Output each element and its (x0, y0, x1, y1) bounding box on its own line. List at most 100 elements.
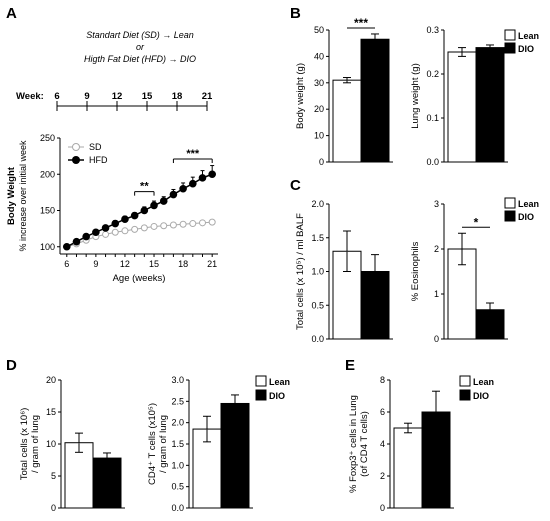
y-tick-label: 0 (434, 334, 439, 344)
y-tick-label: 100 (40, 242, 55, 252)
legend-lean-swatch (255, 375, 267, 387)
bar-dio (220, 402, 250, 509)
point-hfd (208, 170, 216, 179)
significance-label: * (474, 215, 479, 229)
point-hfd (72, 237, 81, 246)
x-axis-label: Age (weeks) (113, 273, 166, 284)
y-tick-label: 2 (434, 244, 439, 254)
bar-lean (393, 427, 423, 509)
y-tick-label: 0.1 (426, 113, 439, 123)
point-hfd (188, 179, 197, 188)
point-hfd (101, 224, 110, 232)
y-tick-label: 200 (40, 169, 55, 179)
scheme-week-text: 18 (172, 91, 183, 102)
scheme-week-label: Week: (16, 91, 44, 102)
panel-letter-a: A (6, 5, 17, 22)
y-tick-label: 40 (314, 51, 324, 61)
y-tick-label: 150 (40, 206, 55, 216)
y-axis-label: Body Weight (6, 166, 17, 225)
bar-lean (447, 51, 477, 163)
legend-dio-swatch (504, 210, 516, 222)
legend-dio-label: DIO (518, 212, 534, 222)
panel-letter-c: C (290, 177, 301, 194)
point-sd (102, 230, 110, 238)
y-axis-label-2: (of CD4 T cells) (359, 411, 370, 477)
point-sd (198, 219, 206, 227)
bar-dio (360, 271, 390, 340)
y-tick-label: 6 (380, 407, 385, 417)
y-tick-label: 0.5 (171, 482, 184, 492)
legend-dio-label: DIO (269, 391, 285, 401)
y-tick-label: 15 (46, 407, 56, 417)
y-tick-label: 0.0 (311, 334, 324, 344)
x-tick-label: 6 (64, 259, 69, 269)
point-hfd (159, 197, 168, 205)
point-hfd (82, 232, 90, 241)
y-tick-label: 1.0 (171, 460, 184, 470)
point-sd (150, 222, 158, 230)
y-tick-label: 1.5 (171, 439, 184, 449)
x-tick-label: 15 (149, 259, 159, 269)
chart-foxp3-cells-bar: 0 2 4 6 8 % Foxp3⁺ cells in Lung (of CD4 T cel… (348, 375, 454, 513)
legend-dio-swatch (255, 389, 267, 401)
legend-dio-label: DIO (473, 391, 489, 401)
y-axis-label: Total cells (x 10⁵) / ml BALF (295, 213, 306, 330)
x-tick-label: 18 (178, 259, 188, 269)
series-line-hfd (66, 173, 213, 248)
y-tick-label: 0.3 (426, 25, 439, 35)
panel-letter-d: D (6, 357, 17, 374)
legend-dio-swatch (504, 42, 516, 54)
scheme-week-text: 12 (112, 91, 123, 102)
legend-hfd-label: HFD (89, 155, 108, 165)
significance-label: *** (186, 148, 200, 160)
x-tick-label: 12 (120, 259, 130, 269)
chart-total-cells-balf-bar: 0.0 0.5 1.0 1.5 2.0 Total cells (x 10⁵) / ml … (295, 199, 393, 344)
bar-lean (332, 79, 362, 163)
y-tick-label: 20 (46, 375, 56, 385)
chart-body-weight-bar: 0 10 20 30 40 50 *** Body weight (g) (295, 16, 393, 167)
y-axis-label: CD4⁺ T cells (x10⁵) (147, 403, 158, 485)
x-tick-label: 9 (93, 259, 98, 269)
y-axis-label: % Eosinophils (410, 241, 421, 301)
chart-body-weight-line: 100 150 200 250 6 9 12 15 18 21 Age (weeks) Body We… (6, 133, 218, 284)
scheme-week-ticks: 6 9 12 15 18 21 (54, 91, 213, 111)
legend-lean-label: Lean (473, 377, 494, 387)
point-hfd (62, 242, 71, 251)
y-axis-label: % Foxp3⁺ cells in Lung (348, 395, 359, 493)
y-tick-label: 2.0 (311, 199, 324, 209)
point-sd (140, 224, 148, 232)
y-tick-label: 20 (314, 104, 324, 114)
y-tick-label: 2.5 (171, 396, 184, 406)
legend-lean-swatch (459, 375, 471, 387)
y-tick-label: 1.0 (311, 267, 324, 277)
point-hfd (121, 215, 129, 223)
point-hfd (150, 201, 158, 210)
legend-a: SD HFD (68, 142, 108, 165)
legend-sd-marker (72, 143, 80, 151)
chart-lung-weight-bar: 0.0 0.1 0.2 0.3 Lung weight (g) (410, 25, 508, 167)
scheme-week-text: 9 (84, 91, 89, 102)
scheme-week-text: 15 (142, 91, 153, 102)
point-hfd (169, 190, 178, 199)
scheme-week-text: 21 (202, 91, 213, 102)
y-tick-label: 3 (434, 199, 439, 209)
panel-letter-e: E (345, 357, 355, 374)
point-sd (208, 218, 216, 226)
series-line-sd (66, 221, 213, 248)
bar-dio (475, 309, 505, 340)
y-axis-label: Body weight (g) (295, 63, 306, 129)
legend-lean-label: Lean (518, 31, 539, 41)
point-sd (111, 228, 119, 236)
bar-dio (421, 411, 451, 509)
y-tick-label: 10 (314, 131, 324, 141)
y-axis-label-2: / gram of lung (30, 415, 41, 473)
point-hfd (130, 211, 139, 220)
legend-c: Lean DIO (504, 197, 539, 222)
point-sd (189, 220, 197, 228)
point-hfd (179, 184, 187, 193)
legend-d: Lean DIO (255, 375, 290, 401)
point-sd (160, 222, 168, 230)
legend-lean-label: Lean (518, 199, 539, 209)
legend-dio-swatch (459, 389, 471, 401)
